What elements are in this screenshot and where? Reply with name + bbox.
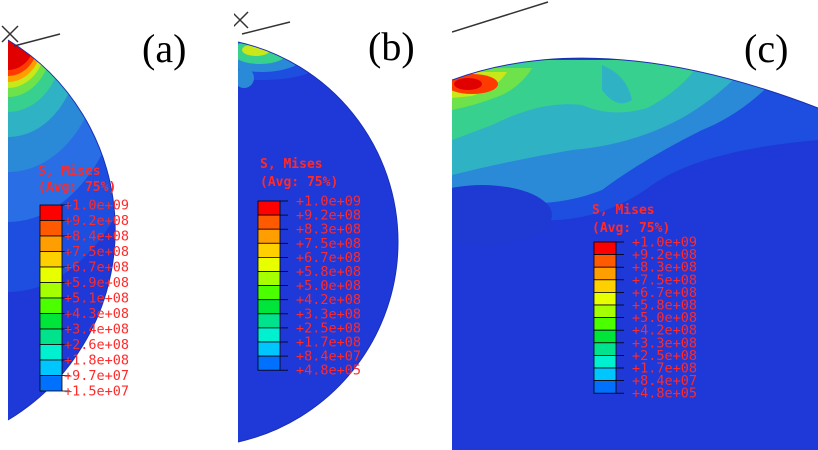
legend-band: [257, 242, 281, 258]
legend-tick-label: +6.7e+08: [632, 285, 697, 301]
legend-tick-label: +1.7e+08: [632, 361, 697, 377]
legend-tick-label: +8.3e+08: [296, 222, 361, 238]
legend-title-a: S, Mises: [38, 164, 101, 179]
legend-band: [39, 375, 63, 392]
legend-tick-label: +3.4e+08: [64, 322, 129, 338]
legend-tick-label: +5.1e+08: [64, 291, 129, 307]
legend-band: [257, 285, 281, 301]
legend-band: [593, 304, 617, 319]
legend-tick-label: +5.8e+08: [296, 264, 361, 280]
legend-a: +1.0e+09+9.2e+08+8.4e+08+7.5e+08+6.7e+08…: [39, 198, 129, 400]
legend-tick-label: +9.7e+07: [64, 368, 129, 384]
legend-tick-label: +6.7e+08: [296, 250, 361, 266]
legend-tick-label: +9.2e+08: [64, 213, 129, 229]
legend-band: [593, 279, 617, 293]
legend-tick-label: +2.5e+08: [296, 320, 361, 336]
panel-label-c: (c): [744, 26, 788, 71]
legend-tick-label: +2.5e+08: [632, 348, 697, 364]
legend-tick-label: +7.5e+08: [632, 272, 697, 288]
legend-band: [39, 204, 63, 221]
legend-tick-label: +3.3e+08: [296, 306, 361, 322]
legend-band: [39, 251, 63, 268]
legend-subtitle-b: (Avg: 75%): [260, 175, 338, 190]
legend-c: +1.0e+09+9.2e+08+8.3e+08+7.5e+08+6.7e+08…: [593, 235, 697, 402]
legend-band: [257, 200, 281, 216]
legend-band: [39, 297, 63, 314]
legend-band: [593, 241, 617, 256]
legend-tick-label: +9.2e+08: [632, 247, 697, 263]
legend-band: [593, 254, 617, 268]
legend-band: [257, 355, 281, 371]
legend-band: [593, 329, 617, 344]
legend-tick-label: +5.0e+08: [296, 278, 361, 294]
legend-title-c: S, Mises: [592, 203, 655, 218]
legend-band: [39, 344, 63, 361]
legend-tick-label: +2.6e+08: [64, 337, 129, 353]
panel-label-a: (a): [142, 26, 186, 71]
legend-tick-label: +1.8e+08: [64, 353, 129, 369]
legend-band: [257, 299, 281, 315]
legend-tick-label: +8.4e+07: [632, 373, 697, 389]
legend-band: [257, 256, 281, 272]
legend-tick-label: +1.7e+08: [296, 335, 361, 351]
legend-tick-label: +1.0e+09: [632, 235, 697, 251]
loading-indicator: [1, 25, 61, 47]
legend-tick-label: +1.5e+07: [64, 384, 129, 400]
legend-band: [593, 354, 617, 369]
loading-indicator: [452, 1, 549, 33]
loading-indicator: [234, 11, 291, 35]
legend-tick-label: +4.3e+08: [64, 306, 129, 322]
legend-subtitle-a: (Avg: 75%): [38, 180, 116, 195]
legend-b: +1.0e+09+9.2e+08+8.3e+08+7.5e+08+6.7e+08…: [257, 194, 361, 379]
legend-tick-label: +4.8e+05: [296, 363, 361, 379]
panel-b: (b) S, Mises (Avg: 75%) +1.0e+09+9.2e+08…: [234, 11, 415, 443]
legend-band: [257, 214, 281, 230]
legend-tick-label: +1.0e+09: [64, 198, 129, 214]
legend-tick-label: +4.8e+05: [632, 386, 697, 402]
legend-tick-label: +4.2e+08: [296, 292, 361, 308]
legend-band: [39, 359, 63, 376]
legend-tick-label: +1.0e+09: [296, 194, 361, 210]
panel-a: (a) S, Mises (Avg: 75%) +1.0e+09+9.2e+08…: [1, 25, 186, 421]
legend-tick-label: +5.0e+08: [632, 310, 697, 326]
legend-band: [593, 342, 617, 356]
legend-tick-label: +5.9e+08: [64, 275, 129, 291]
legend-band: [257, 313, 281, 329]
legend-title-b: S, Mises: [260, 157, 323, 172]
legend-band: [39, 328, 63, 345]
legend-band: [39, 282, 63, 299]
legend-band: [39, 235, 63, 252]
legend-tick-label: +4.2e+08: [632, 323, 697, 339]
legend-band: [257, 271, 281, 287]
legend-tick-label: +9.2e+08: [296, 208, 361, 224]
panel-label-b: (b): [368, 24, 415, 69]
panel-c: (c) S, Mises (Avg: 75%) +1.0e+09+9.2e+08…: [452, 1, 818, 450]
legend-tick-label: +6.7e+08: [64, 260, 129, 276]
legend-band: [593, 367, 617, 382]
legend-band: [593, 291, 617, 306]
legend-band: [593, 266, 617, 281]
legend-band: [39, 313, 63, 330]
legend-subtitle-c: (Avg: 75%): [592, 221, 670, 236]
legend-band: [593, 380, 617, 394]
legend-band: [257, 228, 281, 244]
legend-tick-label: +3.3e+08: [632, 335, 697, 351]
legend-band: [593, 317, 617, 331]
legend-tick-label: +8.3e+08: [632, 260, 697, 276]
legend-tick-label: +7.5e+08: [64, 244, 129, 260]
legend-tick-label: +7.5e+08: [296, 236, 361, 252]
legend-band: [39, 266, 63, 283]
legend-tick-label: +5.8e+08: [632, 298, 697, 314]
legend-band: [257, 327, 281, 343]
legend-band: [257, 341, 281, 357]
legend-tick-label: +8.4e+07: [296, 349, 361, 365]
legend-tick-label: +8.4e+08: [64, 229, 129, 245]
legend-band: [39, 220, 63, 237]
